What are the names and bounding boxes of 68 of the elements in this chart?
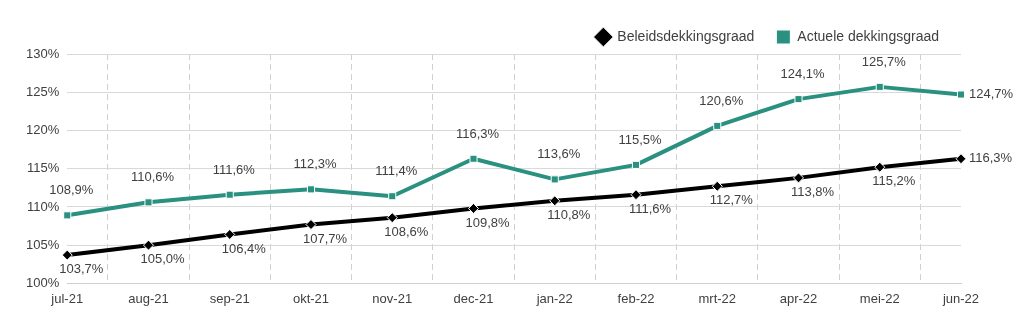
y-tick-label: 105% [26, 236, 60, 252]
point [630, 189, 642, 201]
point [305, 219, 317, 231]
data-label: 110,6% [130, 169, 175, 185]
data-label: 113,8% [790, 183, 835, 199]
point [793, 172, 804, 184]
point [388, 192, 397, 201]
x-tick-label: feb-22 [617, 290, 655, 306]
data-label: 125,7% [861, 53, 907, 69]
data-label: 116,3% [455, 125, 500, 141]
y-tick-label: 115% [26, 160, 60, 176]
point [713, 121, 722, 130]
data-label: 111,4% [375, 163, 418, 179]
data-label: 124,7% [969, 86, 1014, 102]
legend-label: Beleidsdekkingsgraad [617, 27, 755, 44]
point [550, 175, 559, 184]
point [874, 161, 886, 173]
x-tick-label: nov-21 [372, 290, 413, 306]
x-tick-label: sep-21 [209, 290, 250, 306]
point [875, 82, 884, 91]
point [549, 195, 561, 207]
point [469, 154, 478, 163]
point [61, 249, 73, 261]
data-label: 111,6% [212, 161, 256, 177]
data-label: 120,6% [699, 92, 744, 108]
data-label: 107,7% [302, 230, 348, 246]
data-label: 105,0% [140, 251, 185, 267]
data-label: 124,1% [780, 66, 825, 82]
data-label: 115,5% [618, 131, 662, 147]
point [225, 190, 234, 199]
x-tick-label: okt-21 [292, 290, 330, 306]
data-label: 110,8% [547, 206, 591, 222]
data-label: 112,7% [709, 192, 754, 208]
point [955, 153, 967, 165]
data-label: 111,6% [628, 200, 672, 216]
point [386, 212, 398, 224]
data-label: 108,6% [384, 223, 429, 239]
data-label: 109,8% [465, 214, 510, 230]
point [468, 202, 479, 214]
data-label: 115,2% [872, 173, 916, 189]
point [306, 185, 316, 194]
data-label: 116,3% [969, 150, 1013, 166]
point [63, 211, 72, 220]
x-tick-label: jun-22 [941, 290, 980, 306]
y-tick-label: 110% [26, 198, 60, 214]
y-tick-label: 125% [26, 83, 60, 99]
point [794, 95, 803, 104]
data-label: 106,4% [221, 240, 267, 256]
data-label: 108,9% [49, 182, 94, 198]
point [224, 228, 236, 240]
x-tick-label: aug-21 [128, 290, 169, 306]
data-label: 113,6% [537, 146, 581, 162]
point [143, 239, 154, 251]
point [711, 180, 723, 192]
y-tick-label: 130% [26, 45, 60, 61]
point [144, 198, 153, 207]
x-tick-label: jul-21 [50, 290, 84, 306]
x-tick-label: mrt-22 [698, 290, 737, 306]
x-tick-label: apr-22 [779, 290, 818, 306]
y-tick-label: 120% [26, 122, 60, 138]
x-tick-label: jan-22 [535, 290, 573, 306]
data-label: 112,3% [293, 156, 337, 172]
legend-label: Actuele dekkingsgraad [797, 27, 940, 44]
data-label: 103,7% [59, 261, 104, 277]
x-tick-label: dec-21 [453, 290, 494, 306]
y-tick-label: 100% [26, 274, 60, 290]
x-tick-label: mei-22 [859, 290, 900, 306]
point [631, 160, 641, 169]
